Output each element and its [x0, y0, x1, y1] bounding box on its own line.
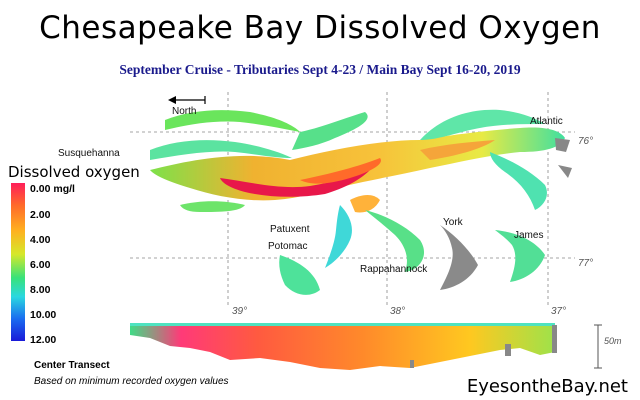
label-rappahannock: Rappahannock: [360, 264, 428, 275]
latitude-37: 37°: [551, 306, 567, 317]
label-james: James: [514, 230, 544, 241]
page-subtitle: September Cruise - Tributaries Sept 4-23…: [119, 62, 521, 77]
label-susquehanna: Susquehanna: [58, 148, 120, 159]
legend-tick: 4.00: [30, 234, 51, 246]
depth-scale: [594, 324, 602, 369]
latitude-38: 38°: [390, 306, 406, 317]
legend-tick: 8.00: [30, 284, 51, 296]
page-title: Chesapeake Bay Dissolved Oxygen: [39, 10, 601, 46]
label-patuxent: Patuxent: [270, 224, 310, 235]
label-atlantic: Atlantic: [530, 116, 563, 127]
transect-label: Center Transect: [34, 360, 110, 371]
latitude-39: 39°: [232, 306, 248, 317]
north-arrow-icon: [168, 96, 206, 104]
north-label: North: [172, 106, 197, 117]
legend-tick: 10.00: [30, 309, 57, 321]
bay-water: [150, 109, 572, 295]
label-potomac: Potomac: [268, 241, 308, 252]
depth-scale-label: 50m: [604, 336, 622, 346]
label-york: York: [443, 217, 463, 228]
legend-tick: 12.00: [30, 334, 57, 346]
legend-tick: 2.00: [30, 209, 51, 221]
legend-tick: 6.00: [30, 259, 51, 271]
legend-tick: 0.00 mg/l: [30, 183, 75, 195]
legend-colorbar: [11, 183, 25, 341]
longitude-76: 76°: [578, 136, 594, 147]
graticule: [130, 92, 575, 305]
legend-title: Dissolved oxygen: [8, 163, 140, 181]
longitude-77: 77°: [578, 258, 594, 269]
center-transect: [130, 323, 557, 370]
transect-note: Based on minimum recorded oxygen values: [34, 376, 229, 387]
credit-text: EyesontheBay.net: [466, 376, 628, 397]
